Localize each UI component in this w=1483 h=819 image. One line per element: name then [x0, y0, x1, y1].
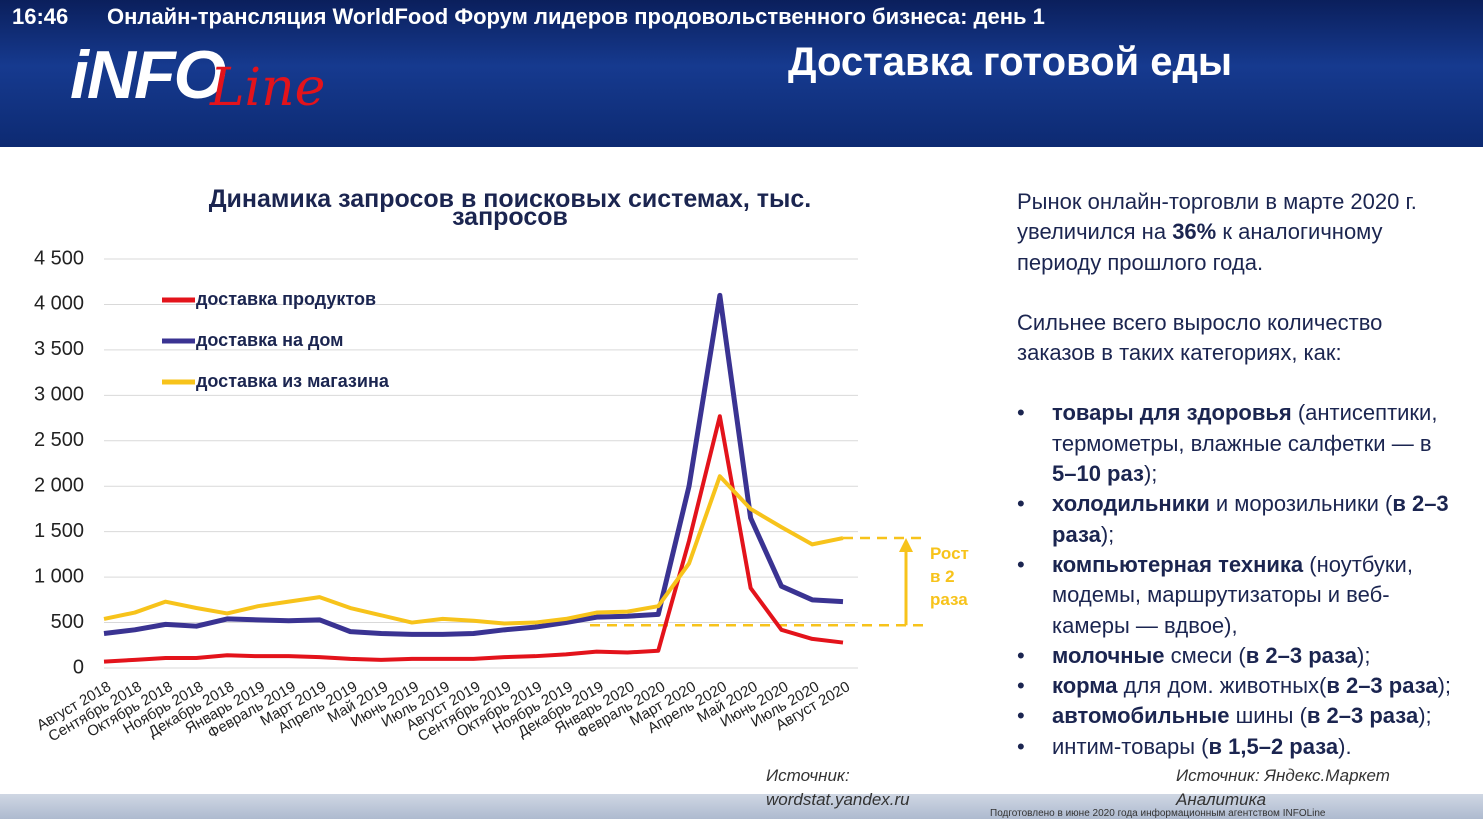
series-line: [103, 414, 844, 664]
bottom-bar: [0, 794, 1483, 819]
bold-text: молочные: [1052, 642, 1165, 668]
series-line: [103, 292, 844, 637]
bold-text: в 2–3 раза: [1326, 673, 1438, 699]
legend-label: доставка из магазина: [196, 371, 390, 391]
stream-title: Онлайн-трансляция WorldFood Форум лидеро…: [107, 4, 1045, 29]
y-tick-label: 4 500: [34, 247, 84, 269]
series-line: [103, 474, 844, 626]
time: 16:46: [12, 4, 69, 29]
text: Сильнее всего выросло количество заказов…: [1017, 309, 1383, 366]
y-tick-label: 1 000: [34, 565, 84, 587]
panel-source: Источник: Яндекс.Маркет Аналитика: [1176, 766, 1390, 809]
bullet: молочные смеси (в 2–3 раза);: [1017, 641, 1462, 672]
bold-text: в 2–3 раза: [1306, 703, 1419, 729]
bold-text: холодильники: [1052, 491, 1210, 517]
text: ).: [1338, 733, 1352, 759]
legend-label: доставка на дом: [196, 330, 344, 350]
text: смеси (: [1164, 642, 1246, 668]
y-tick-label: 0: [73, 656, 84, 678]
paragraph: Рынок онлайн-торговли в марте 2020 г. ув…: [1017, 187, 1462, 278]
bold-text: в 2–3 раза: [1245, 642, 1358, 668]
header: 16:46 Онлайн-трансляция WorldFood Форум …: [0, 0, 1483, 147]
logo: iNFO: [70, 37, 226, 113]
logo-script: Line: [210, 58, 326, 118]
bold-text: 36%: [1172, 219, 1217, 245]
bold-text: автомобильные: [1052, 703, 1230, 729]
bullet: компьютерная техника (ноутбуки, модемы, …: [1017, 550, 1462, 641]
bold-text: корма: [1052, 673, 1118, 699]
bullet: интим-товары (в 1,5–2 раза).: [1017, 732, 1462, 763]
text: Рынок онлайн-торговли в марте 2020 г. ув…: [1017, 189, 1417, 245]
bold-text: в 2–3 раза: [1052, 491, 1449, 547]
annotation-box: Рост в 2 раза: [930, 544, 969, 610]
bullet: холодильники и морозильники (в 2–3 раза)…: [1017, 489, 1462, 550]
bullet: корма для дом. животных(в 2–3 раза);: [1017, 671, 1462, 702]
text: (ноутбуки, модемы, маршрутизаторы и веб-…: [1052, 551, 1413, 638]
chart: 0 500 1 000 1 500 2 000 2 500 3 000 3 500 4 000 4…: [34, 247, 969, 745]
text: );: [1418, 703, 1432, 729]
annotation-text: Рост в 2 раза: [930, 544, 969, 610]
bold-text: компьютерная техника: [1052, 551, 1304, 577]
text-panel: Рынок онлайн-торговли в марте 2020 г. ув…: [1017, 187, 1462, 762]
paragraph: Сильнее всего выросло количество заказов…: [1017, 308, 1462, 369]
y-tick-label: 2 000: [34, 475, 84, 497]
slide-title: Доставка готовой еды: [788, 40, 1233, 84]
text: );: [1100, 521, 1115, 547]
text: для дом. животных(: [1117, 673, 1327, 699]
text: интим-товары (: [1052, 733, 1209, 759]
bold-text: товары для здоровья: [1052, 400, 1292, 426]
text: и морозильники (: [1209, 491, 1393, 517]
chart-source: Источник: wordstat.yandex.ru: [766, 766, 910, 809]
footer: Подготовлено в июне 2020 года информацио…: [990, 808, 1326, 819]
text: );: [1143, 461, 1158, 487]
bullet: автомобильные шины (в 2–3 раза);: [1017, 701, 1462, 732]
bullet: товары для здоровья (антисептики, термом…: [1017, 398, 1462, 489]
text: шины (: [1229, 703, 1307, 729]
bold-text: в 1,5–2 раза: [1208, 733, 1339, 759]
y-tick-label: 2 500: [34, 429, 84, 451]
text: );: [1357, 642, 1371, 668]
y-tick-label: 3 500: [34, 338, 84, 360]
bold-text: 5–10 раз: [1052, 461, 1144, 487]
bullet-list: товары для здоровья (антисептики, термом…: [1017, 398, 1462, 762]
text: );: [1437, 673, 1452, 699]
annotation-arrowhead: [899, 538, 913, 553]
y-tick-label: 3 000: [34, 384, 84, 406]
chart-title: Динамика запросов в поисковых системах, …: [208, 185, 812, 231]
legend-label: доставка продуктов: [196, 289, 376, 309]
text: к аналогичному периоду прошлого года.: [1017, 219, 1383, 275]
y-tick-label: 500: [51, 611, 84, 633]
text: (антисептики, термометры, влажные салфет…: [1052, 400, 1438, 456]
y-tick-label: 4 000: [34, 293, 84, 315]
y-tick-label: 1 500: [34, 520, 84, 542]
